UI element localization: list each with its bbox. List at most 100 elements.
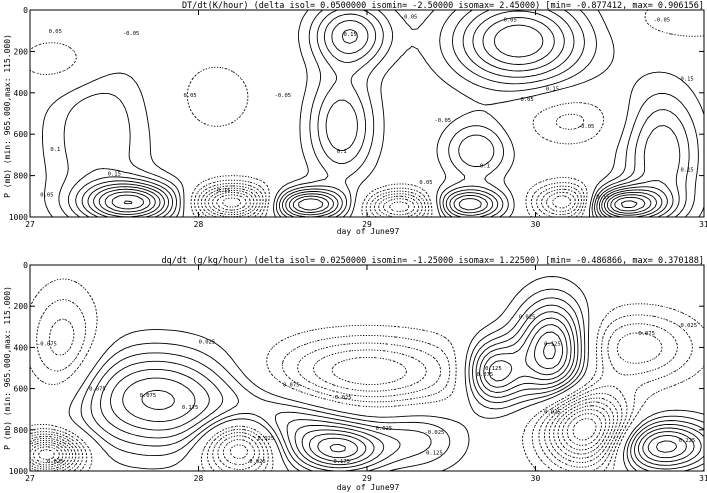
- contour-positive: [67, 9, 690, 218]
- contour-negative: [207, 189, 571, 216]
- x-axis-label: day of June97: [337, 483, 400, 492]
- contour-label: 0.05: [40, 192, 53, 198]
- y-tick-label: 800: [14, 172, 29, 181]
- x-tick-label: 28: [194, 220, 204, 229]
- y-tick-label: 600: [14, 130, 29, 139]
- contour-label: 0.075: [477, 372, 494, 378]
- contour-label: 0.125: [485, 366, 502, 372]
- contour-negative: [29, 9, 705, 218]
- y-tick-label: 0: [23, 6, 28, 15]
- contour-labels: -0.075 0.075 0.075 0.025 0.175 0.075 -0.025 0.0…: [37, 315, 697, 465]
- contour-label: 0.075: [89, 387, 106, 393]
- contour-label: 0.15: [680, 168, 693, 174]
- x-tick-label: 27: [25, 474, 35, 483]
- contour-labels: -0.05 0.05 -0.05 0.05 -0.05 0.15 0.05 -0.05 0.05…: [40, 14, 693, 200]
- contour-label: 0.15: [596, 194, 609, 200]
- contour-positive: [110, 311, 702, 469]
- y-tick-label: 400: [14, 343, 29, 352]
- contour-label: 0.025: [47, 459, 64, 465]
- contour-label: 0.175: [333, 459, 350, 465]
- contour-positive: [317, 331, 678, 459]
- contour-positive: [90, 297, 705, 472]
- contour-negative: [29, 318, 678, 472]
- y-tick-label: 400: [14, 89, 29, 98]
- y-tick-label: 200: [14, 47, 29, 56]
- contour-label: 0.05: [183, 93, 196, 99]
- contour-label: -0.025: [424, 430, 444, 436]
- contour-negative: [29, 332, 663, 472]
- contour-negative: [222, 197, 242, 208]
- contour-negative: [216, 194, 247, 211]
- contour-positive: [58, 9, 699, 218]
- contour-label: 0.025: [544, 409, 561, 415]
- contour-positive: [122, 317, 695, 466]
- contour-positive: [111, 194, 646, 212]
- contour-label: 0.025: [249, 459, 266, 465]
- contour-label: 0.225: [679, 438, 696, 444]
- x-tick-label: 27: [25, 220, 35, 229]
- y-tick-label: 0: [23, 261, 28, 270]
- contour-label: -0.05: [578, 124, 595, 130]
- x-tick-label: 31: [699, 474, 707, 483]
- contour-negative: [200, 185, 579, 218]
- axis-ticks: 27 28 29 30 31 0 200 400 600 800 1000: [9, 261, 707, 483]
- contour-lines: [29, 9, 705, 218]
- contour-negative: [38, 449, 55, 461]
- y-axis-label: P (mb) (min: 965.000,max: 115.000): [3, 286, 12, 450]
- contour-negative: [29, 409, 607, 468]
- contour-positive: [87, 17, 668, 218]
- contour-label: 0.1: [337, 149, 347, 155]
- y-tick-label: 800: [14, 426, 29, 435]
- contour-label: -0.05: [123, 31, 140, 37]
- contour-label: 0.15: [217, 188, 230, 194]
- contour-label: 0.05: [520, 97, 533, 103]
- contour-negative: [33, 418, 597, 464]
- contour-label: 0.125: [426, 451, 443, 457]
- y-tick-label: 1000: [9, 213, 28, 222]
- contour-label: 0.1: [480, 163, 490, 169]
- x-axis-label: day of June97: [337, 227, 400, 236]
- axis-ticks: 27 28 29 30 31 0 200 400 600 800 1000: [9, 6, 707, 229]
- contour-label: 0.125: [544, 341, 561, 347]
- x-tick-label: 29: [362, 220, 372, 229]
- contour-label: -0.05: [275, 93, 292, 99]
- contour-positive: [329, 342, 556, 453]
- y-tick-label: 600: [14, 385, 29, 394]
- contour-positive: [100, 304, 705, 472]
- contour-positive: [93, 24, 663, 218]
- contour-label: 0.15: [680, 76, 693, 82]
- contour-label: -0.05: [654, 17, 671, 23]
- contour-negative: [29, 413, 602, 466]
- y-tick-label: 1000: [9, 467, 28, 476]
- contour-positive: [75, 9, 681, 218]
- chart-dqdt: dq/dt (g/kg/hour) (delta isol= 0.0250000…: [3, 256, 707, 492]
- contour-positive: [68, 276, 705, 472]
- contour-positive: [123, 200, 638, 208]
- contour-label: 0.025: [258, 436, 275, 442]
- contour-label: -0.05: [401, 14, 418, 20]
- contour-label: -0.025: [677, 323, 697, 329]
- contour-positive: [42, 9, 705, 218]
- contour-label: 0.15: [546, 87, 559, 93]
- contour-negative: [29, 299, 693, 472]
- contour-negative: [197, 182, 582, 218]
- contour-label: 0.15: [108, 172, 121, 178]
- contour-label: 0.025: [199, 339, 216, 345]
- y-tick-label: 200: [14, 302, 29, 311]
- contour-label: 0.075: [140, 393, 157, 399]
- x-tick-label: 30: [531, 474, 541, 483]
- x-tick-label: 31: [699, 220, 707, 229]
- contour-label: 0.175: [182, 405, 199, 411]
- x-tick-label: 28: [194, 474, 204, 483]
- contour-positive: [141, 324, 687, 462]
- contour-positive: [104, 191, 652, 214]
- contour-negative: [29, 356, 619, 472]
- chart-title: DT/dt(K/hour) (delta isol= 0.0500000 iso…: [182, 1, 704, 11]
- contour-lines: [29, 276, 705, 472]
- contour-negative: [29, 278, 705, 472]
- contour-positive: [80, 288, 705, 472]
- contour-label: 0.075: [283, 383, 300, 389]
- contour-label: 0.05: [419, 180, 432, 186]
- contour-label: -0.075: [635, 331, 655, 337]
